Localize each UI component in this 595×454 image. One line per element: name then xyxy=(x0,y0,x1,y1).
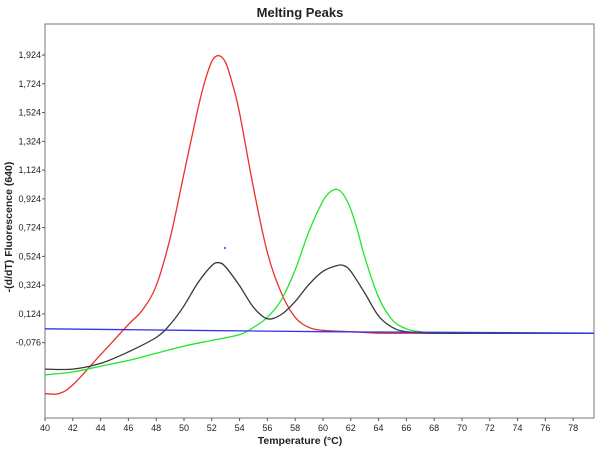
series-lines xyxy=(44,54,595,395)
y-axis-label: -(d/dT) Fluorescence (640) xyxy=(3,162,15,293)
x-tick-label: 52 xyxy=(207,423,217,433)
plot-area-border xyxy=(44,23,595,419)
y-tick-label: 0,524 xyxy=(18,251,41,261)
x-tick-label: 54 xyxy=(235,423,245,433)
x-tick-label: 68 xyxy=(429,423,439,433)
y-tick-label: 1,324 xyxy=(18,136,41,146)
y-tick-label: -0,076 xyxy=(15,338,41,348)
x-tick-label: 58 xyxy=(290,423,300,433)
x-tick-label: 60 xyxy=(318,423,328,433)
x-tick-label: 42 xyxy=(68,423,78,433)
x-tick-label: 74 xyxy=(513,423,523,433)
stray-marker xyxy=(224,247,226,249)
y-tick-label: 1,924 xyxy=(18,50,41,60)
x-tick-label: 62 xyxy=(346,423,356,433)
y-tick-label: 0,924 xyxy=(18,194,41,204)
x-tick-label: 46 xyxy=(123,423,133,433)
y-tick-label: 0,124 xyxy=(18,309,41,319)
y-axis-ticks: -0,076 0,124 0,324 0,524 0,724 0,924 1,124 1,32… xyxy=(15,50,45,348)
x-tick-label: 72 xyxy=(485,423,495,433)
y-tick-label: 0,324 xyxy=(18,280,41,290)
y-tick-label: 1,524 xyxy=(18,108,41,118)
x-tick-label: 48 xyxy=(151,423,161,433)
x-axis-ticks: 40 42 44 46 48 50 52 54 56 58 60 62 64 66 68 70 72 74 76 78 xyxy=(40,418,578,433)
x-tick-label: 66 xyxy=(401,423,411,433)
x-tick-label: 56 xyxy=(262,423,272,433)
y-tick-label: 0,724 xyxy=(18,223,41,233)
x-tick-label: 78 xyxy=(568,423,578,433)
x-tick-label: 76 xyxy=(540,423,550,433)
x-tick-label: 70 xyxy=(457,423,467,433)
x-axis-label: Temperature (°C) xyxy=(258,435,343,447)
chart-title: Melting Peaks xyxy=(257,5,344,20)
series-line-4 xyxy=(44,328,595,334)
series-line-3 xyxy=(44,261,594,371)
x-tick-label: 64 xyxy=(374,423,384,433)
x-tick-label: 50 xyxy=(179,423,189,433)
series-line-2 xyxy=(44,188,594,376)
y-tick-label: 1,724 xyxy=(18,79,41,89)
x-tick-label: 40 xyxy=(40,423,50,433)
x-tick-label: 44 xyxy=(96,423,106,433)
y-tick-label: 1,124 xyxy=(18,165,41,175)
